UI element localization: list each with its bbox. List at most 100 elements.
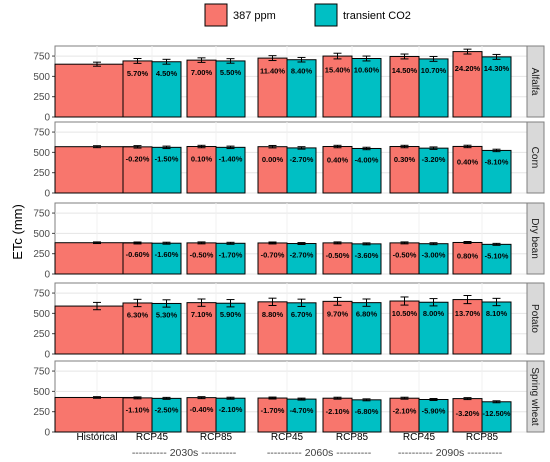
bar-transient-co2: [151, 242, 182, 275]
facet-strip: [526, 202, 545, 275]
data-label-transient-co2: -2.10%: [219, 405, 243, 414]
y-tick-label: 250: [33, 249, 50, 260]
x-tick-label: RCP45: [136, 432, 169, 443]
data-label-transient-co2: 5.90%: [220, 310, 242, 319]
data-label-387ppm: -0.50%: [393, 251, 417, 260]
data-label-transient-co2: -1.40%: [219, 154, 243, 163]
data-label-transient-co2: 6.80%: [356, 310, 378, 319]
data-label-387ppm: -2.10%: [326, 407, 350, 416]
period-label: ---------- 2030s ----------: [132, 447, 237, 459]
y-tick-label: 0: [44, 113, 50, 124]
y-tick-label: 250: [33, 329, 50, 340]
bar-387ppm: [186, 397, 217, 433]
bar-387ppm: [122, 397, 153, 433]
bar-387ppm: [452, 51, 483, 118]
bar-387ppm: [452, 145, 483, 194]
data-label-transient-co2: 10.70%: [421, 66, 447, 75]
data-label-387ppm: -0.50%: [190, 250, 214, 259]
legend-swatch: [204, 3, 228, 27]
bar-transient-co2: [351, 147, 382, 194]
y-tick-label: 750: [33, 209, 50, 220]
bar-transient-co2: [481, 56, 512, 118]
bar-transient-co2: [418, 399, 449, 433]
bar-transient-co2: [418, 243, 449, 275]
bar-387ppm: [389, 300, 420, 355]
data-label-387ppm: -0.50%: [326, 251, 350, 260]
data-label-transient-co2: -5.10%: [485, 251, 509, 260]
bar-387ppm: [322, 397, 353, 433]
x-tick-label: Historical: [76, 432, 117, 443]
data-label-transient-co2: -2.50%: [155, 405, 179, 414]
bar-transient-co2: [351, 243, 382, 275]
data-label-387ppm: 0.30%: [394, 155, 416, 164]
data-label-transient-co2: 5.30%: [156, 310, 178, 319]
period-label: ---------- 2090s ----------: [398, 447, 503, 459]
data-label-387ppm: -0.40%: [190, 405, 214, 414]
x-tick-label: RCP85: [200, 432, 233, 443]
data-label-transient-co2: -12.50%: [483, 409, 511, 418]
legend-swatch: [314, 3, 338, 27]
legend-label: 387 ppm: [233, 10, 276, 22]
data-label-387ppm: 7.00%: [191, 68, 213, 77]
y-tick-label: 250: [33, 168, 50, 179]
bar-transient-co2: [286, 398, 317, 433]
x-tick-label: RCP45: [403, 432, 436, 443]
y-tick-label: 500: [33, 309, 50, 320]
data-label-transient-co2: -4.70%: [290, 406, 314, 415]
y-tick-label: 750: [33, 289, 50, 300]
data-label-387ppm: 13.70%: [455, 309, 481, 318]
data-label-387ppm: -0.60%: [126, 250, 150, 259]
data-label-387ppm: 7.10%: [191, 310, 213, 319]
period-label: ---------- 2060s ----------: [267, 447, 372, 459]
data-label-387ppm: 0.40%: [457, 157, 479, 166]
bar-transient-co2: [286, 302, 317, 355]
data-label-387ppm: -0.70%: [261, 251, 285, 260]
data-label-387ppm: -1.10%: [126, 405, 150, 414]
bar-387ppm: [322, 300, 353, 355]
data-label-387ppm: -1.70%: [261, 406, 285, 415]
y-tick-label: 0: [44, 350, 50, 361]
data-label-transient-co2: 8.10%: [486, 309, 508, 318]
data-label-transient-co2: -2.70%: [290, 155, 314, 164]
bar-387ppm: [452, 241, 483, 275]
bar-transient-co2: [215, 242, 246, 275]
data-label-387ppm: 0.10%: [191, 154, 213, 163]
x-tick-label: RCP85: [336, 432, 369, 443]
data-label-387ppm: 8.80%: [262, 310, 284, 319]
data-label-transient-co2: -4.00%: [355, 155, 379, 164]
bar-387ppm: [389, 146, 420, 194]
facet-strip: [526, 121, 545, 194]
data-label-transient-co2: -3.00%: [422, 251, 446, 260]
y-tick-label: 500: [33, 72, 50, 83]
y-tick-label: 0: [44, 189, 50, 200]
data-label-transient-co2: -2.70%: [290, 251, 314, 260]
bar-387ppm: [322, 146, 353, 194]
bar-transient-co2: [215, 146, 246, 194]
facet-label: Potato: [529, 304, 540, 333]
facet-strip: [526, 45, 545, 118]
bar-transient-co2: [151, 146, 182, 194]
y-tick-label: 750: [33, 52, 50, 63]
bar-transient-co2: [351, 58, 382, 118]
bar-387ppm: [452, 299, 483, 355]
bar-transient-co2: [418, 147, 449, 194]
data-label-387ppm: 9.70%: [327, 310, 349, 319]
bar-387ppm: [257, 57, 288, 118]
data-label-transient-co2: -3.60%: [355, 251, 379, 260]
data-label-transient-co2: -6.80%: [355, 407, 379, 416]
data-label-387ppm: 0.00%: [262, 155, 284, 164]
y-tick-label: 500: [33, 387, 50, 398]
x-tick-label: RCP85: [466, 432, 499, 443]
data-label-387ppm: 5.70%: [127, 69, 149, 78]
data-label-transient-co2: 8.40%: [291, 67, 313, 76]
data-label-transient-co2: 14.30%: [484, 64, 510, 73]
data-label-387ppm: -3.20%: [456, 409, 480, 418]
data-label-387ppm: -2.10%: [393, 407, 417, 416]
facet-label: Spring wheat: [529, 367, 540, 426]
data-label-387ppm: 14.50%: [392, 66, 418, 75]
bar-transient-co2: [151, 397, 182, 433]
y-tick-label: 750: [33, 128, 50, 139]
y-tick-label: 500: [33, 229, 50, 240]
bar-transient-co2: [351, 399, 382, 433]
